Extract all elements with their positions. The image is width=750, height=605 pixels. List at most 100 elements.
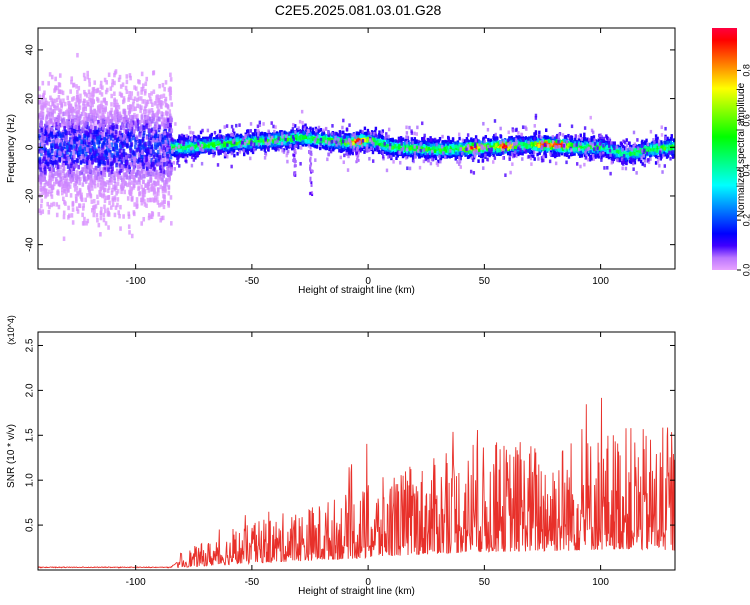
heatmap-cell [52,156,55,161]
heatmap-cell [110,102,113,107]
heatmap-cell [64,179,67,184]
heatmap-cell [127,123,130,128]
heatmap-cell [129,115,132,120]
heatmap-cell [125,155,128,160]
heatmap-cell [75,125,78,129]
heatmap-cell [156,144,159,149]
heatmap-cell [57,165,60,170]
heatmap-cell [154,198,157,203]
heatmap-cell [141,113,144,118]
heatmap-cell [162,189,165,194]
heatmap-cell [130,172,133,177]
heatmap-cell [49,72,52,77]
heatmap-cell [142,192,145,197]
heatmap-cell [169,133,172,138]
heatmap-cell [94,158,97,163]
heatmap-cell [81,182,84,187]
heatmap-cell [69,179,72,184]
heatmap-cell [149,198,152,203]
heatmap-cell [133,202,136,207]
heatmap-cell [72,119,75,124]
heatmap-cell [145,162,148,167]
heatmap-cell [79,171,82,176]
heatmap-cell [119,92,122,97]
heatmap-cell [83,112,86,117]
heatmap-cell [141,169,144,174]
heatmap-cell [133,169,136,174]
heatmap-cell [45,121,48,126]
heatmap-cell [57,126,60,130]
figure-title: C2E5.2025.081.03.01.G28 [275,2,442,18]
heatmap-cell [56,98,59,103]
heatmap-cell [105,150,108,155]
heatmap-cell [68,170,71,175]
heatmap-cell [96,136,99,141]
heatmap-cell [99,177,102,182]
heatmap-cell [78,181,81,186]
heatmap-cell [142,179,145,184]
heatmap-cell [46,140,49,145]
heatmap-cell [136,136,139,141]
heatmap-cell [99,123,102,128]
heatmap-cell [97,183,100,188]
heatmap-cell [45,117,48,122]
heatmap-cell [136,104,139,109]
heatmap-cell [153,188,156,193]
heatmap-cell [131,234,134,239]
heatmap-cell [58,182,61,187]
heatmap-cell [132,115,135,120]
heatmap-cell [119,226,122,231]
heatmap-cell [138,80,141,85]
heatmap-cell [148,128,151,133]
heatmap-cell [116,169,119,174]
heatmap-cell [69,104,72,109]
heatmap-cell [59,73,62,78]
heatmap-cell [166,154,169,159]
heatmap-cell [38,100,41,105]
heatmap-cell [126,144,129,149]
heatmap-cell [57,191,60,196]
heatmap-cell [83,73,86,78]
heatmap-cell [169,87,172,92]
heatmap-cell [144,91,147,96]
heatmap-cell [72,150,75,155]
heatmap-cell [73,83,76,88]
heatmap-cell [149,117,152,122]
heatmap-cell [103,97,106,102]
heatmap-cell [116,151,119,156]
heatmap-cell [97,200,100,205]
heatmap-cell [51,161,54,166]
heatmap-cell [43,90,46,95]
heatmap-cell [137,165,140,170]
heatmap-cell [136,204,139,209]
heatmap-cell [110,178,113,183]
heatmap-cell [166,161,169,166]
heatmap-cell [83,117,86,122]
heatmap-cell [168,191,171,196]
heatmap-cell [150,149,153,154]
heatmap-cell [82,206,85,211]
heatmap-cell [114,213,117,218]
heatmap-cell [165,111,168,116]
heatmap-cell [141,151,144,156]
heatmap-cell [54,144,57,149]
heatmap-cell [170,195,173,200]
heatmap-cell [85,131,88,136]
heatmap-cell [137,91,140,96]
heatmap-cell [93,199,96,204]
heatmap-cell [40,204,43,209]
heatmap-cell [96,218,99,223]
heatmap-cell [96,195,99,200]
heatmap-cell [105,90,108,95]
heatmap-cell [79,146,82,151]
heatmap-cell [59,173,62,178]
heatmap-cell [169,73,172,78]
heatmap-cell [147,198,150,203]
heatmap-cell [157,150,160,155]
heatmap-cell [135,126,138,131]
heatmap-cell [148,110,151,115]
heatmap-cell [96,97,99,102]
heatmap-cell [133,212,136,217]
heatmap-cell [45,130,48,135]
